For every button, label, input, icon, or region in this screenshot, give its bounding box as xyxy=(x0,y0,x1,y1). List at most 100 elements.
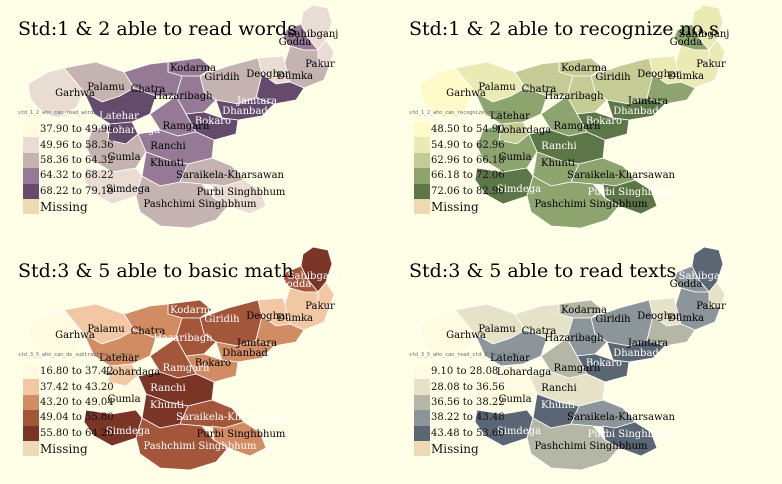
legend-swatch xyxy=(414,379,430,395)
legend-title: std_3_5_who_can_do_subtraction_or_more xyxy=(18,352,133,358)
district-label-purbi: Purbi Singhbhum xyxy=(588,187,677,198)
district-label-gumla: Gumla xyxy=(498,394,531,405)
district-label-godda: Godda xyxy=(670,279,703,290)
legend-label: Missing xyxy=(431,441,479,456)
district-label-khunti: Khunti xyxy=(541,158,575,169)
district-label-hazaribagh: Hazaribagh xyxy=(153,91,213,102)
district-label-saraikela: Saraikela-Kharsawan xyxy=(176,412,285,423)
legend-swatch xyxy=(23,198,39,215)
legend-swatch xyxy=(23,183,39,199)
district-latehar xyxy=(474,329,548,367)
legend-item: 58.36 to 64.32 xyxy=(23,152,114,169)
district-label-lohardaga: Lohardaga xyxy=(497,367,552,378)
legend-item: 64.32 to 68.22 xyxy=(23,168,114,184)
district-label-gumla: Gumla xyxy=(107,152,140,163)
legend-label: 55.80 to 64.20 xyxy=(40,427,114,439)
legend-swatch xyxy=(23,152,39,169)
legend-label: 68.22 to 79.10 xyxy=(40,185,114,197)
district-label-simdega: Simdega xyxy=(106,426,150,437)
legend: 9.10 to 28.08 28.08 to 36.56 36.56 to 38.2… xyxy=(414,364,505,457)
district-label-sahibganj: Sahibganj xyxy=(288,29,339,40)
panel-title: Std:3 & 5 able to basic math xyxy=(18,260,294,282)
district-label-ranchi: Ranchi xyxy=(541,383,576,394)
legend-swatch xyxy=(23,425,39,441)
legend-label: 37.42 to 43.20 xyxy=(40,381,114,393)
district-label-dumka: Dumka xyxy=(668,71,704,82)
panel-title: Std:1 & 2 able to read words xyxy=(18,18,297,40)
district-label-pashchimi: Pashchimi Singhbhum xyxy=(143,441,257,452)
district-label-khunti: Khunti xyxy=(150,400,184,411)
map-panel-4: Sahibganj Godda Pakur Dumka Deoghar Jamtara Gi… xyxy=(391,242,782,484)
district-label-dumka: Dumka xyxy=(277,71,313,82)
legend-swatch xyxy=(414,394,430,411)
district-label-palamu: Palamu xyxy=(87,324,125,335)
district-label-sahibganj: Sahibganj xyxy=(679,29,730,40)
district-label-ramgarh: Ramgarh xyxy=(163,363,210,374)
district-label-giridih: Giridih xyxy=(204,314,240,325)
district-label-purbi: Purbi Singhbhum xyxy=(197,187,286,198)
legend-item: 49.04 to 55.80 xyxy=(23,410,114,426)
district-label-palamu: Palamu xyxy=(478,82,516,93)
district-label-pakur: Pakur xyxy=(305,59,335,70)
district-label-pakur: Pakur xyxy=(696,59,726,70)
legend-swatch xyxy=(414,198,430,215)
district-garhwa xyxy=(418,309,476,361)
district-label-pashchimi: Pashchimi Singhbhum xyxy=(534,199,648,210)
district-label-dhanbad: Dhanbad xyxy=(613,106,659,117)
legend-swatch xyxy=(414,440,430,457)
district-label-kodarma: Kodarma xyxy=(561,305,607,316)
district-garhwa xyxy=(418,67,476,119)
legend-label: 36.56 to 38.22 xyxy=(431,396,505,408)
district-label-pashchimi: Pashchimi Singhbhum xyxy=(143,199,257,210)
district-label-deoghar: Deoghar xyxy=(637,311,681,322)
legend-swatch xyxy=(414,137,430,153)
district-label-garhwa: Garhwa xyxy=(446,88,486,99)
district-label-saraikela: Saraikela-Kharsawan xyxy=(567,170,676,181)
district-label-hazaribagh: Hazaribagh xyxy=(153,333,213,344)
panel-title: Std:1 & 2 able to recognize no.s xyxy=(409,18,719,40)
district-label-garhwa: Garhwa xyxy=(55,330,95,341)
district-pashchimi xyxy=(526,417,620,471)
legend-swatch xyxy=(414,122,430,138)
legend-item: 72.06 to 82.90 xyxy=(414,183,505,199)
district-label-dumka: Dumka xyxy=(668,313,704,324)
district-label-dumka: Dumka xyxy=(277,313,313,324)
legend-item: 38.22 to 43.48 xyxy=(414,410,505,426)
district-label-lohardaga: Lohardaga xyxy=(106,367,161,378)
legend-title: std_1_2_who_can_read_words xyxy=(18,110,97,116)
district-label-latehar: Latehar xyxy=(490,353,530,364)
district-label-ranchi: Ranchi xyxy=(150,383,185,394)
district-label-chatra: Chatra xyxy=(131,84,166,95)
legend-swatch xyxy=(23,137,39,153)
district-label-godda: Godda xyxy=(279,279,312,290)
district-label-pakur: Pakur xyxy=(696,301,726,312)
legend: 16.80 to 37.42 37.42 to 43.20 43.20 to 49.… xyxy=(23,364,114,457)
legend-swatch xyxy=(414,152,430,169)
legend-label: 66.18 to 72.06 xyxy=(431,170,505,182)
district-label-sahibganj: Sahibganj xyxy=(288,271,339,282)
legend-title: std_3_5_who_can_read_std_2_level_text xyxy=(409,352,521,358)
district-label-lohardaga: Lohardaga xyxy=(497,125,552,136)
district-label-chatra: Chatra xyxy=(522,326,557,337)
district-latehar xyxy=(83,87,157,125)
district-label-saraikela: Saraikela-Kharsawan xyxy=(176,170,285,181)
district-pashchimi xyxy=(526,175,620,229)
district-pashchimi xyxy=(135,417,229,471)
district-label-jamtara: Jamtara xyxy=(627,338,668,349)
legend-label: 48.50 to 54.90 xyxy=(431,124,505,136)
legend-swatch xyxy=(23,440,39,457)
district-label-godda: Godda xyxy=(670,37,703,48)
district-latehar xyxy=(83,329,157,367)
district-label-garhwa: Garhwa xyxy=(55,88,95,99)
legend-label: 72.06 to 82.90 xyxy=(431,185,505,197)
legend-label: 43.20 to 49.04 xyxy=(40,396,114,408)
legend-title: std_1_2_who_can_recognize_numbers xyxy=(409,110,509,116)
district-label-chatra: Chatra xyxy=(131,326,166,337)
legend-label: 54.90 to 62.96 xyxy=(431,139,505,151)
district-label-latehar: Latehar xyxy=(99,111,139,122)
legend-item: 48.50 to 54.90 xyxy=(414,122,505,138)
district-label-dhanbad: Dhanbad xyxy=(222,106,268,117)
legend-swatch xyxy=(23,364,39,380)
district-label-hazaribagh: Hazaribagh xyxy=(544,91,604,102)
